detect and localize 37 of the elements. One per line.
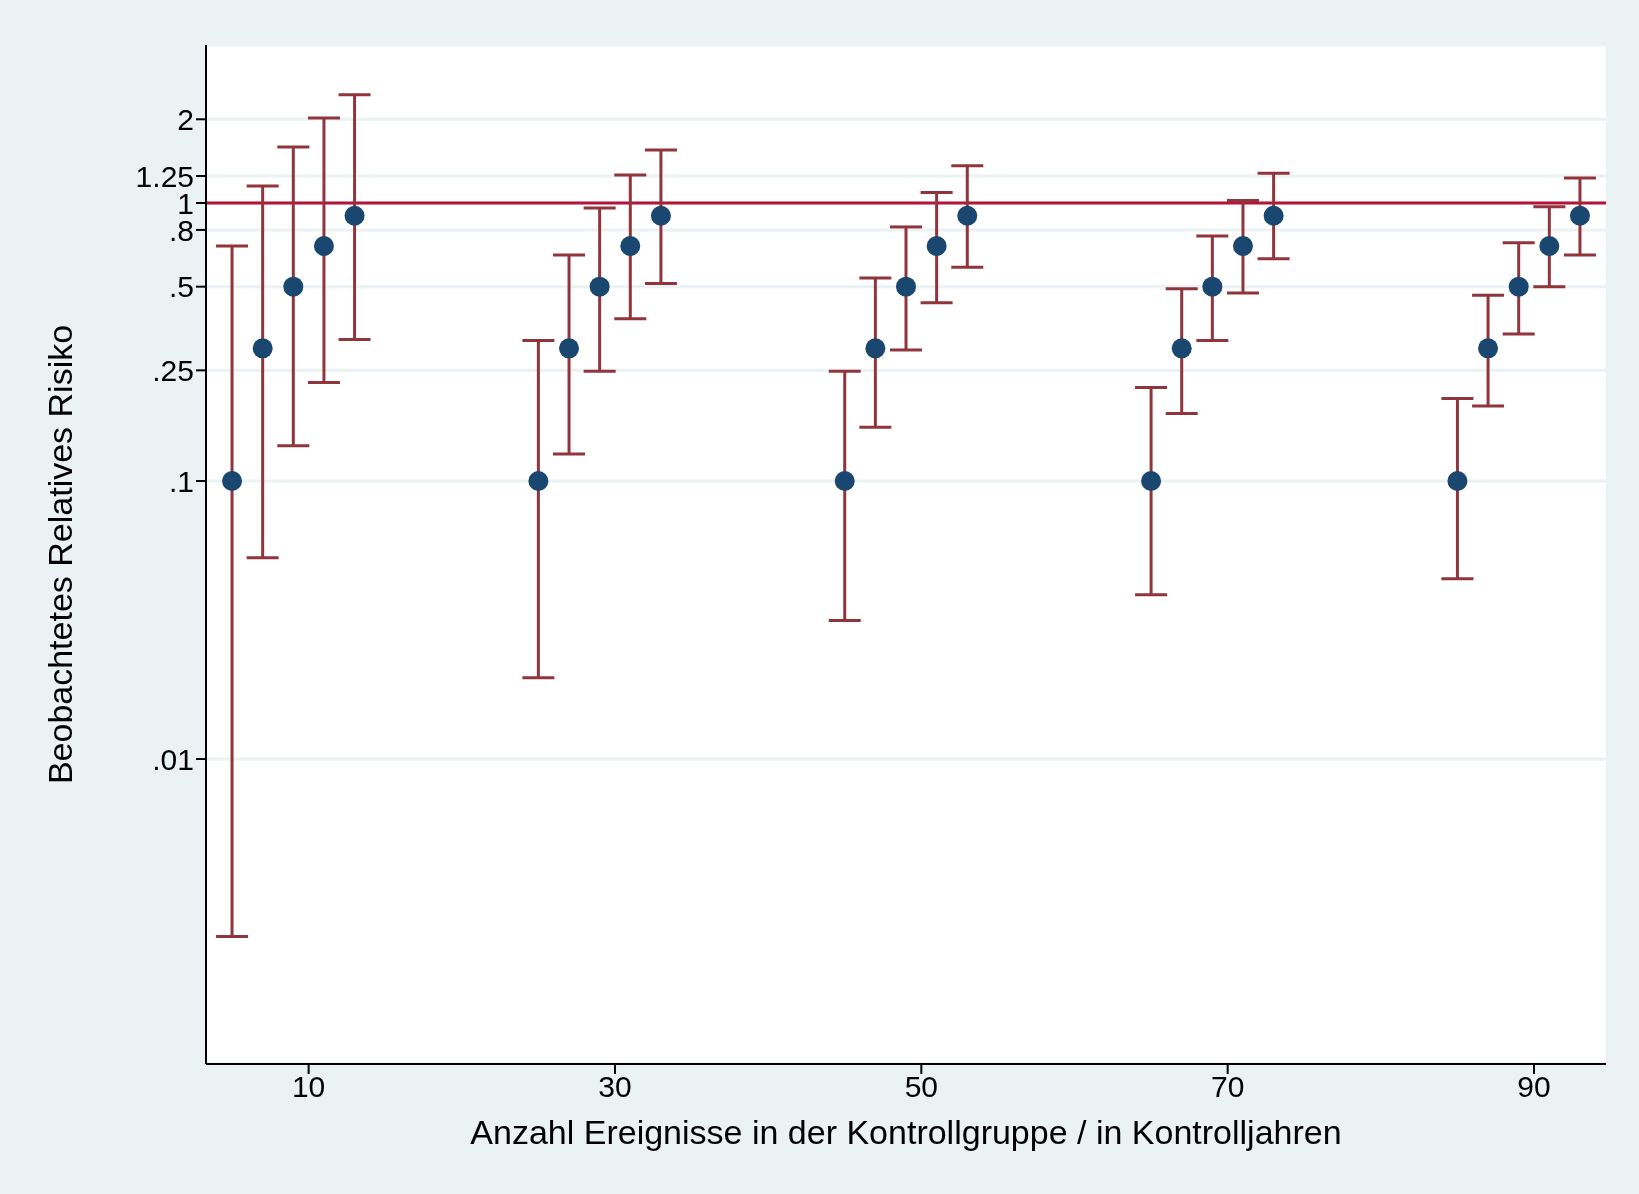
point xyxy=(1263,205,1284,226)
point xyxy=(313,236,334,257)
x-tick-label: 70 xyxy=(1210,1070,1245,1104)
point xyxy=(528,471,549,491)
point xyxy=(1141,471,1162,491)
point xyxy=(1171,338,1192,359)
point xyxy=(1447,471,1468,491)
x-tick-label: 10 xyxy=(291,1070,326,1104)
y-axis-title: Beobachtetes Relatives Risiko xyxy=(41,324,80,785)
point xyxy=(957,205,978,226)
point xyxy=(834,471,855,491)
point xyxy=(559,338,580,359)
y-tick-label: .1 xyxy=(168,464,194,498)
point xyxy=(1508,276,1529,297)
point xyxy=(252,338,273,359)
point xyxy=(283,276,304,297)
point xyxy=(1539,236,1560,257)
point xyxy=(650,205,671,226)
y-tick-label: .01 xyxy=(152,742,194,776)
point xyxy=(589,276,610,297)
point xyxy=(344,205,365,226)
y-tick-label: .25 xyxy=(152,354,194,388)
point xyxy=(620,236,641,257)
y-tick-label: .5 xyxy=(168,270,194,304)
y-tick-label: 2 xyxy=(177,102,194,136)
point xyxy=(896,276,916,297)
point xyxy=(865,338,886,359)
point xyxy=(1569,205,1590,226)
point xyxy=(222,471,243,491)
x-tick-label: 50 xyxy=(904,1070,938,1104)
point xyxy=(1478,338,1499,359)
point xyxy=(1232,236,1253,257)
point xyxy=(926,236,947,257)
point xyxy=(1202,276,1223,297)
x-tick-label: 90 xyxy=(1517,1070,1551,1104)
x-tick-label: 30 xyxy=(598,1070,632,1104)
x-axis-title: Anzahl Ereignisse in der Kontrollgruppe / in Kontrolljahren xyxy=(470,1113,1342,1151)
